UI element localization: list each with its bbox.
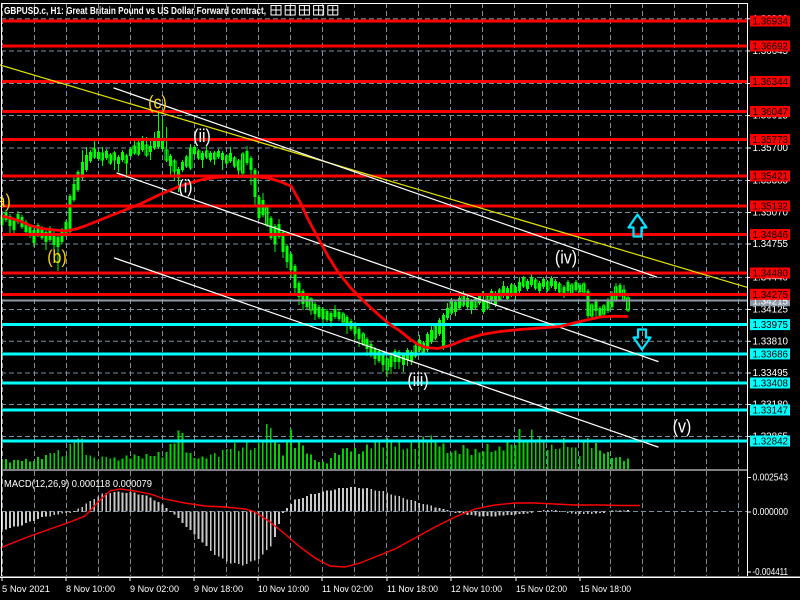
svg-text:1.35070: 1.35070: [753, 208, 789, 219]
svg-text:(b): (b): [47, 246, 67, 267]
svg-text:1.34215: 1.34215: [753, 297, 789, 308]
svg-text:1.34755: 1.34755: [753, 239, 789, 250]
svg-text:11 Nov 02:00: 11 Nov 02:00: [322, 584, 373, 595]
svg-text:(c): (c): [148, 91, 167, 112]
svg-text:1.32842: 1.32842: [753, 437, 789, 448]
svg-text:(iii): (iii): [407, 369, 428, 390]
svg-text:1.33810: 1.33810: [753, 336, 789, 347]
svg-text:(i): (i): [178, 175, 192, 196]
svg-text:(a): (a): [0, 190, 11, 211]
svg-text:0.002543: 0.002543: [753, 473, 789, 484]
svg-text:1.36692: 1.36692: [753, 42, 789, 53]
svg-text:1.36934: 1.36934: [753, 17, 789, 28]
svg-text:MACD(12,26,9) 0.000118 0.00007: MACD(12,26,9) 0.000118 0.000079: [4, 478, 152, 490]
svg-text:15 Nov 02:00: 15 Nov 02:00: [516, 584, 567, 595]
svg-text:15 Nov 18:00: 15 Nov 18:00: [580, 584, 631, 595]
svg-text:(iv): (iv): [555, 246, 577, 267]
svg-text:9 Nov 18:00: 9 Nov 18:00: [194, 584, 243, 595]
svg-text:9 Nov 02:00: 9 Nov 02:00: [130, 584, 179, 595]
svg-text:(ii): (ii): [193, 125, 211, 146]
svg-text:1.34846: 1.34846: [753, 230, 789, 241]
svg-text:1.35132: 1.35132: [753, 202, 789, 213]
svg-text:1.34275: 1.34275: [753, 290, 789, 301]
svg-text:1.33686: 1.33686: [753, 349, 789, 360]
svg-text:1.35421: 1.35421: [753, 172, 789, 183]
svg-text:5 Nov 2021: 5 Nov 2021: [2, 584, 50, 595]
svg-text:0.000000: 0.000000: [753, 507, 789, 518]
svg-text:11 Nov 18:00: 11 Nov 18:00: [387, 584, 438, 595]
svg-text:1.33975: 1.33975: [753, 320, 789, 331]
svg-text:1.35700: 1.35700: [753, 143, 789, 154]
svg-text:(v): (v): [673, 415, 692, 436]
svg-text:1.36344: 1.36344: [753, 77, 789, 88]
svg-text:1.33147: 1.33147: [753, 406, 789, 417]
svg-text:1.33495: 1.33495: [753, 368, 789, 379]
svg-text:1.36047: 1.36047: [753, 107, 789, 118]
svg-text:1.34480: 1.34480: [753, 269, 789, 280]
svg-text:1.34125: 1.34125: [753, 305, 789, 316]
svg-text:10 Nov 10:00: 10 Nov 10:00: [258, 584, 309, 595]
svg-text:1.33408: 1.33408: [753, 379, 789, 390]
svg-text:1.35773: 1.35773: [753, 135, 789, 146]
svg-text:GBPUSD.c, H1: Great Britain P: GBPUSD.c, H1: Great Britain Pound vs US …: [4, 5, 266, 17]
svg-text:-0.004411: -0.004411: [753, 567, 789, 578]
svg-text:12 Nov 10:00: 12 Nov 10:00: [451, 584, 502, 595]
svg-text:8 Nov 10:00: 8 Nov 10:00: [66, 584, 115, 595]
